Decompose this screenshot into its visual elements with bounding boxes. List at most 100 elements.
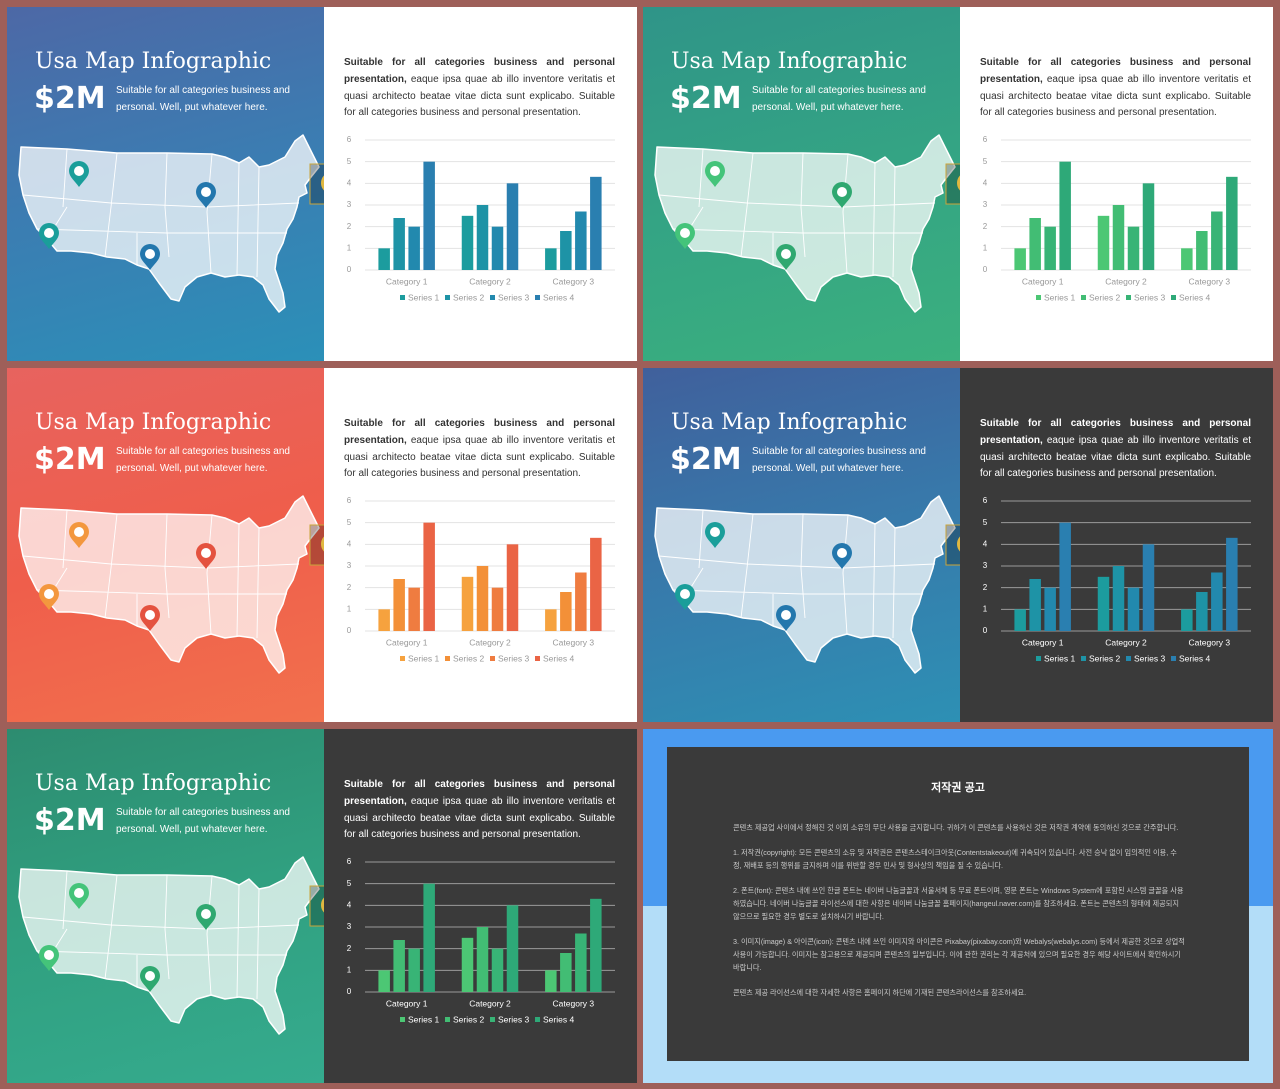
slide-title: Usa Map Infographic <box>671 49 908 74</box>
legend-label: Series 3 <box>498 653 529 663</box>
x-tick-label: Category 1 <box>1022 637 1064 647</box>
body-text: Suitable for all categories business and… <box>344 416 615 483</box>
logo-mark <box>321 536 324 552</box>
logo-mark <box>321 175 324 191</box>
y-tick-label: 3 <box>347 200 352 209</box>
legend-swatch <box>400 1017 405 1022</box>
bar-chart: 0 1 2 3 4 5 6 Category 1 Category 2 Category 3 Ser… <box>983 496 1251 663</box>
body-bold: Suitable for all categories business and… <box>980 418 1251 446</box>
body-bold: Suitable for all categories business and… <box>344 57 615 85</box>
pin-dot <box>145 971 155 981</box>
map-outline <box>18 856 320 1035</box>
usa-map <box>18 495 324 674</box>
map-pin <box>832 543 852 569</box>
map-pin <box>832 182 852 208</box>
y-tick-label: 6 <box>347 135 352 144</box>
map-pin <box>705 522 725 548</box>
bar <box>545 609 557 631</box>
map-outline <box>18 134 320 313</box>
logo <box>945 163 960 205</box>
bar-chart: 0 1 2 3 4 5 6 Category 1 Category 2 Category 3 Ser… <box>347 135 615 302</box>
chart-panel: Suitable for all categories business and… <box>324 368 637 722</box>
bar <box>1211 572 1223 631</box>
notice-paragraph: 콘텐츠 제공 라이선스에 대한 자세한 사항은 홈페이지 하단에 기재된 콘텐츠… <box>733 988 1027 997</box>
bar <box>575 211 587 270</box>
bar <box>476 566 489 631</box>
x-tick-label: Category 2 <box>469 637 511 647</box>
x-tick-label: Category 1 <box>386 276 428 286</box>
chart-panel: Suitable for all categories business and… <box>324 7 637 361</box>
y-tick-label: 2 <box>983 222 988 231</box>
body-regular: eaque ipsa quae ab illo inventore verita… <box>980 434 1251 480</box>
y-tick-label: 0 <box>347 265 352 274</box>
x-tick-label: Category 3 <box>1189 276 1231 286</box>
bar-chart: 0 1 2 3 4 5 6 Category 1 Category 2 Category 3 Ser… <box>347 857 615 1024</box>
bar <box>575 572 587 631</box>
pin-dot <box>680 228 690 238</box>
logo-mark <box>321 897 324 913</box>
legend-swatch <box>400 295 405 300</box>
pin-dot <box>145 249 155 259</box>
logo-frame <box>309 524 324 566</box>
legend-label: Series 2 <box>453 653 484 663</box>
body-regular: eaque ipsa quae ab illo inventore verita… <box>344 434 615 480</box>
legend-swatch <box>535 295 540 300</box>
bar <box>423 161 435 270</box>
slide-title: Usa Map Infographic <box>35 49 272 74</box>
y-tick-label: 4 <box>983 178 988 187</box>
body-text: Suitable for all categories business and… <box>344 55 615 122</box>
bar <box>590 537 602 631</box>
map-panel <box>7 729 324 1083</box>
legend-swatch <box>490 656 495 661</box>
bar <box>408 948 420 992</box>
bar <box>476 927 489 992</box>
y-tick-label: 3 <box>983 200 988 209</box>
bar <box>560 953 572 992</box>
body-bold: Suitable for all categories business and… <box>344 418 615 446</box>
map-pin <box>69 883 89 909</box>
bar <box>408 587 420 631</box>
y-tick-label: 2 <box>983 583 988 592</box>
legend-swatch <box>1126 295 1131 300</box>
legend-label: Series 1 <box>408 292 439 302</box>
pin-dot <box>837 548 847 558</box>
legend-swatch <box>535 656 540 661</box>
map-pin <box>705 161 725 187</box>
pin-dot <box>44 589 54 599</box>
legend-swatch <box>1036 295 1041 300</box>
bar <box>590 898 602 992</box>
legend-swatch <box>535 1017 540 1022</box>
slide: Usa Map Infographic $2M Suitable for all c… <box>643 7 1273 361</box>
bar <box>1014 248 1026 270</box>
amount: $2M <box>34 81 106 116</box>
pin-dot <box>74 166 84 176</box>
y-tick-label: 2 <box>347 944 352 953</box>
notice-paragraph: 3. 이미지(image) & 아이콘(icon): 콘텐츠 내에 쓰인 이미지… <box>733 937 1185 972</box>
legend-label: Series 1 <box>408 653 439 663</box>
map-outline <box>654 495 956 674</box>
bar <box>506 544 519 631</box>
pin-dot <box>74 527 84 537</box>
y-tick-label: 1 <box>347 604 352 613</box>
bar <box>491 226 504 270</box>
bar <box>560 231 572 270</box>
slide: Usa Map Infographic $2M Suitable for all c… <box>7 368 637 722</box>
y-tick-label: 4 <box>983 539 988 548</box>
bar <box>560 592 572 631</box>
usa-map <box>654 495 960 674</box>
map-pin <box>140 966 160 992</box>
x-tick-label: Category 1 <box>1022 276 1064 286</box>
bar <box>1181 248 1193 270</box>
legend-swatch <box>1036 656 1041 661</box>
bar <box>476 205 489 270</box>
bar <box>461 215 474 270</box>
subtitle: Suitable for all categories business and… <box>752 85 926 113</box>
bar <box>1196 592 1208 631</box>
bar <box>393 940 405 992</box>
x-tick-label: Category 2 <box>469 998 511 1008</box>
map-panel <box>643 368 960 722</box>
legend-label: Series 1 <box>408 1014 439 1024</box>
map-pin <box>675 584 695 610</box>
legend-swatch <box>400 656 405 661</box>
